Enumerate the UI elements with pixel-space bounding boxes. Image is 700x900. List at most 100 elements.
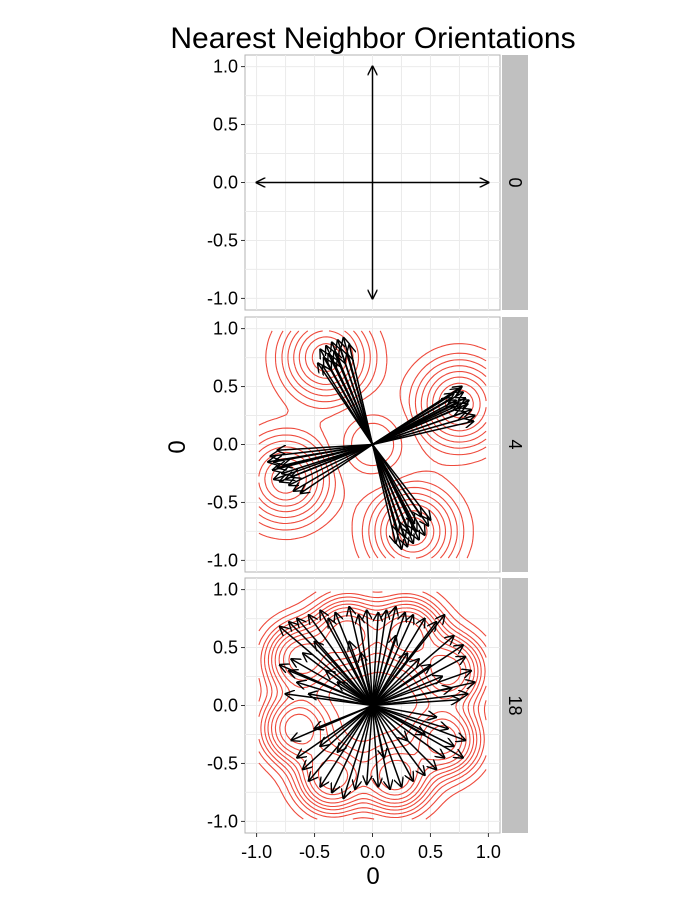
orientation-arrow	[349, 642, 374, 706]
orientation-arrow	[274, 443, 373, 480]
orientation-arrow	[355, 705, 374, 789]
orientation-arrow	[372, 688, 452, 707]
orientation-arrow	[301, 443, 373, 494]
orientation-arrow	[371, 615, 414, 706]
orientation-arrow	[303, 704, 374, 770]
orientation-arrow	[372, 704, 466, 741]
y-tick-label: 1.0	[213, 580, 238, 600]
orientation-arrow	[371, 653, 408, 706]
orientation-arrow	[371, 705, 402, 787]
orientation-arrow	[371, 705, 385, 758]
facet-panels: -1.0-0.50.00.51.00-1.0-0.50.00.51.04-1.0…	[207, 54, 528, 862]
orientation-arrow	[297, 704, 373, 758]
orientation-arrow	[309, 615, 374, 706]
facet-panel: -1.0 -0.5 0.0 0.5 1.0 0	[207, 54, 528, 311]
orientation-arrow	[280, 665, 373, 707]
x-tick-label: -0.5	[299, 842, 330, 862]
orientation-arrow	[271, 443, 373, 457]
orientation-arrow	[371, 444, 408, 528]
orientation-arrow	[371, 705, 414, 781]
orientation-arrow	[372, 665, 431, 707]
orientation-arrow	[289, 622, 374, 707]
y-tick-label: 0.5	[213, 115, 238, 135]
y-tick-label: -0.5	[207, 230, 238, 250]
y-tick-label: -0.5	[207, 753, 238, 773]
facet-panel: -1.0 -0.5 0.0 0.5 1.0 18 -1.0 -0.5 0.0 0.5 1.0	[207, 577, 528, 862]
y-tick-label: 0.5	[213, 638, 238, 658]
orientation-arrow	[371, 636, 396, 706]
orientation-arrow	[371, 704, 408, 741]
orientation-arrow	[372, 704, 437, 718]
orientation-arrow	[371, 705, 379, 787]
orientation-arrow	[347, 354, 374, 445]
x-tick-label: 0.0	[360, 842, 385, 862]
orientation-arrow	[371, 607, 396, 706]
orientation-arrow	[320, 704, 373, 747]
orientation-arrow	[372, 657, 466, 707]
orientation-arrow	[309, 694, 373, 707]
facet-panel: -1.0 -0.5 0.0 0.5 1.0 4	[207, 316, 528, 573]
orientation-arrow	[338, 705, 374, 752]
orientation-arrow	[371, 610, 387, 706]
orientation-arrow	[280, 627, 373, 707]
orientation-arrow	[315, 642, 374, 707]
orientation-arrow	[289, 443, 373, 486]
orientation-arrow	[372, 636, 454, 707]
orientation-arrow	[372, 387, 462, 446]
orientation-arrow	[372, 421, 474, 446]
orientation-arrow	[328, 619, 374, 706]
y-axis-title: 0	[164, 440, 191, 453]
x-axis-title: 0	[366, 863, 379, 890]
x-tick-label: 0.5	[418, 842, 443, 862]
orientation-arrow	[372, 677, 443, 707]
orientation-arrow	[294, 443, 373, 491]
orientation-arrow	[372, 400, 469, 446]
y-tick-label: 0.5	[213, 377, 238, 397]
orientation-arrow	[338, 358, 374, 445]
orientation-arrow	[338, 682, 373, 707]
x-tick-label: 1.0	[476, 842, 501, 862]
orientation-arrow	[361, 653, 374, 706]
orientation-arrow	[372, 704, 448, 729]
orientation-arrow	[371, 444, 422, 517]
orientation-arrow	[371, 613, 379, 706]
y-tick-label: -1.0	[207, 288, 238, 308]
orientation-arrow	[372, 700, 460, 707]
orientation-arrow	[344, 705, 374, 799]
orientation-arrow	[283, 443, 373, 466]
orientation-arrow	[332, 705, 374, 793]
orientation-arrow	[372, 412, 466, 446]
orientation-arrow	[371, 444, 399, 532]
orientation-arrow	[371, 659, 419, 707]
facet-strip	[502, 578, 528, 833]
orientation-arrow	[372, 416, 475, 446]
y-tick-label: 0.0	[213, 696, 238, 716]
facet-strip	[502, 317, 528, 572]
y-tick-label: -0.5	[207, 492, 238, 512]
orientation-arrow	[332, 361, 374, 445]
y-tick-label: -1.0	[207, 550, 238, 570]
y-tick-label: 0.0	[213, 435, 238, 455]
facet-strip	[502, 55, 528, 310]
orientation-arrow	[297, 682, 373, 707]
orientation-arrow	[291, 659, 373, 707]
x-tick-label: -1.0	[241, 842, 272, 862]
orientation-arrow	[315, 704, 373, 729]
y-tick-label: 1.0	[213, 57, 238, 77]
y-tick-label: 1.0	[213, 319, 238, 339]
y-tick-label: 0.0	[213, 173, 238, 193]
orientation-arrow	[277, 443, 373, 451]
orientation-arrow	[372, 704, 425, 735]
facet-strip-label: 0	[505, 177, 525, 187]
orientation-arrow	[367, 610, 374, 706]
orientation-arrow	[372, 671, 472, 707]
orientation-arrow	[324, 358, 374, 445]
orientation-arrow	[367, 705, 374, 785]
y-tick-label: -1.0	[207, 811, 238, 831]
orientation-arrow	[371, 444, 415, 524]
chart-title: Nearest Neighbor Orientations	[170, 22, 575, 55]
facet-strip-label: 18	[505, 695, 525, 715]
facet-strip-label: 4	[505, 439, 525, 449]
orientation-arrow	[323, 366, 374, 445]
